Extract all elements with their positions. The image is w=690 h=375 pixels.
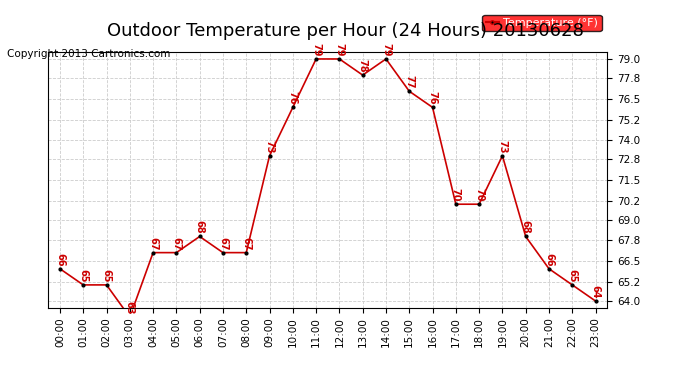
Text: 65: 65 [78, 269, 88, 282]
Text: 67: 67 [148, 237, 158, 250]
Text: 67: 67 [218, 237, 228, 250]
Text: 68: 68 [521, 220, 531, 234]
Text: 70: 70 [451, 188, 461, 202]
Text: Copyright 2013 Cartronics.com: Copyright 2013 Cartronics.com [7, 49, 170, 59]
Text: 76: 76 [288, 92, 298, 105]
Text: 79: 79 [311, 43, 321, 57]
Text: 76: 76 [428, 92, 437, 105]
Text: Outdoor Temperature per Hour (24 Hours) 20130628: Outdoor Temperature per Hour (24 Hours) … [106, 22, 584, 40]
Text: 63: 63 [125, 301, 135, 315]
Text: 66: 66 [55, 253, 65, 266]
Text: 78: 78 [357, 59, 368, 73]
Text: 67: 67 [241, 237, 251, 250]
Legend: Temperature (°F): Temperature (°F) [482, 15, 602, 32]
Text: 79: 79 [381, 43, 391, 57]
Text: 77: 77 [404, 75, 414, 89]
Text: 73: 73 [497, 140, 507, 153]
Text: 66: 66 [544, 253, 554, 266]
Text: 64: 64 [591, 285, 600, 298]
Text: 68: 68 [195, 220, 205, 234]
Text: 67: 67 [171, 237, 181, 250]
Text: 65: 65 [567, 269, 578, 282]
Text: 70: 70 [474, 188, 484, 202]
Text: 65: 65 [101, 269, 112, 282]
Text: 73: 73 [264, 140, 275, 153]
Text: 79: 79 [335, 43, 344, 57]
